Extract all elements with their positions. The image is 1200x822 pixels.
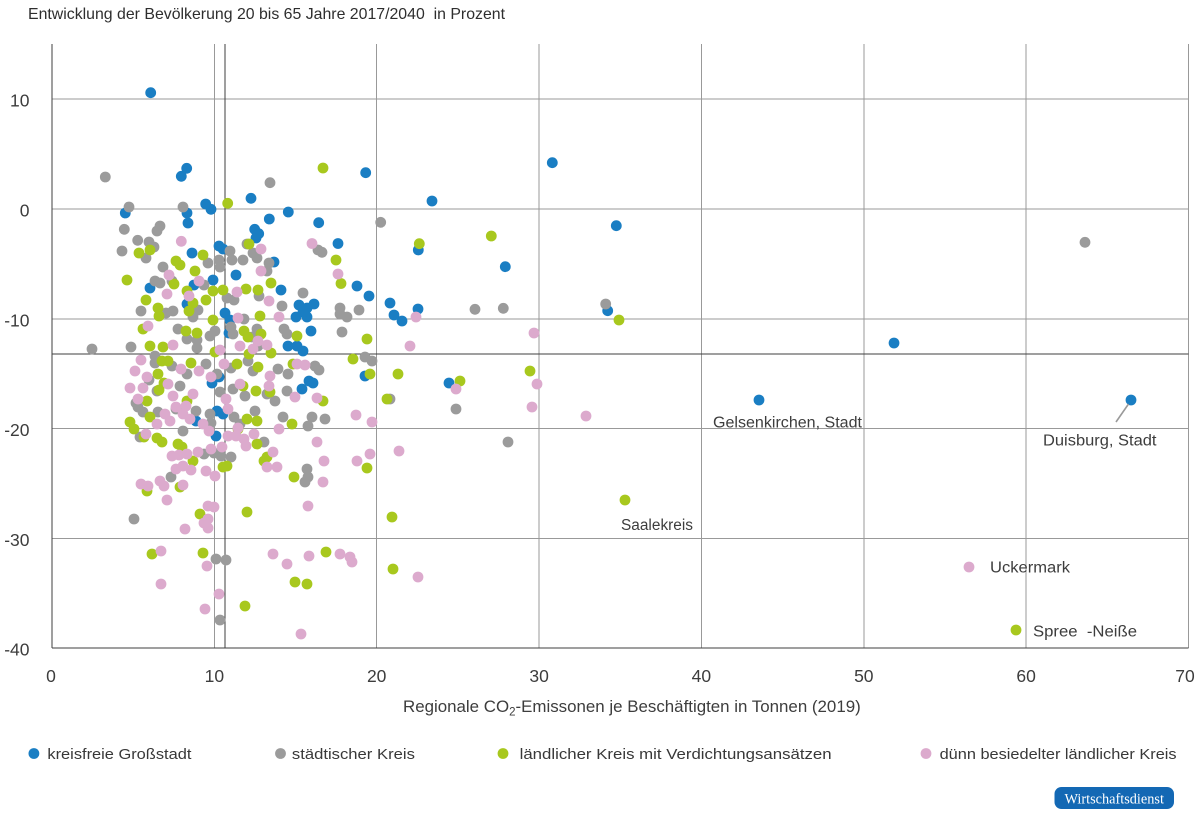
svg-text:10: 10 <box>205 666 225 686</box>
svg-text:-40: -40 <box>4 640 30 660</box>
svg-text:Saalekreis: Saalekreis <box>621 517 693 534</box>
svg-text:10: 10 <box>10 91 30 111</box>
svg-text:60: 60 <box>1016 666 1036 686</box>
svg-text:-20: -20 <box>4 420 30 440</box>
svg-text:30: 30 <box>529 666 549 686</box>
svg-text:40: 40 <box>692 666 712 686</box>
svg-text:ländlicher Kreis mit Verdichtu: ländlicher Kreis mit Verdichtungsansätze… <box>520 746 832 763</box>
svg-text:Wirtschaftsdienst: Wirtschaftsdienst <box>1064 792 1164 808</box>
svg-text:Duisburg, Stadt: Duisburg, Stadt <box>1043 433 1157 450</box>
svg-text:-30: -30 <box>4 530 30 550</box>
svg-text:0: 0 <box>46 666 56 686</box>
svg-text:Uckermark: Uckermark <box>990 560 1070 577</box>
svg-text:20: 20 <box>367 666 387 686</box>
svg-text:städtischer Kreis: städtischer Kreis <box>292 746 415 763</box>
svg-text:Regionale CO2-Emissonen je Bes: Regionale CO2-Emissonen je Beschäftigten… <box>403 697 861 719</box>
svg-text:Spree -Neiße: Spree -Neiße <box>1033 624 1137 641</box>
svg-text:Gelsenkirchen, Stadt: Gelsenkirchen, Stadt <box>713 415 863 432</box>
svg-text:50: 50 <box>854 666 874 686</box>
svg-text:Entwicklung der Bevölkerung 20: Entwicklung der Bevölkerung 20 bis 65 Ja… <box>28 6 506 23</box>
svg-text:70: 70 <box>1175 666 1195 686</box>
svg-text:kreisfreie Großstadt: kreisfreie Großstadt <box>47 746 192 763</box>
svg-text:-10: -10 <box>4 310 30 330</box>
svg-text:dünn besiedelter ländlicher Kr: dünn besiedelter ländlicher Kreis <box>940 746 1177 763</box>
svg-text:0: 0 <box>20 201 30 221</box>
